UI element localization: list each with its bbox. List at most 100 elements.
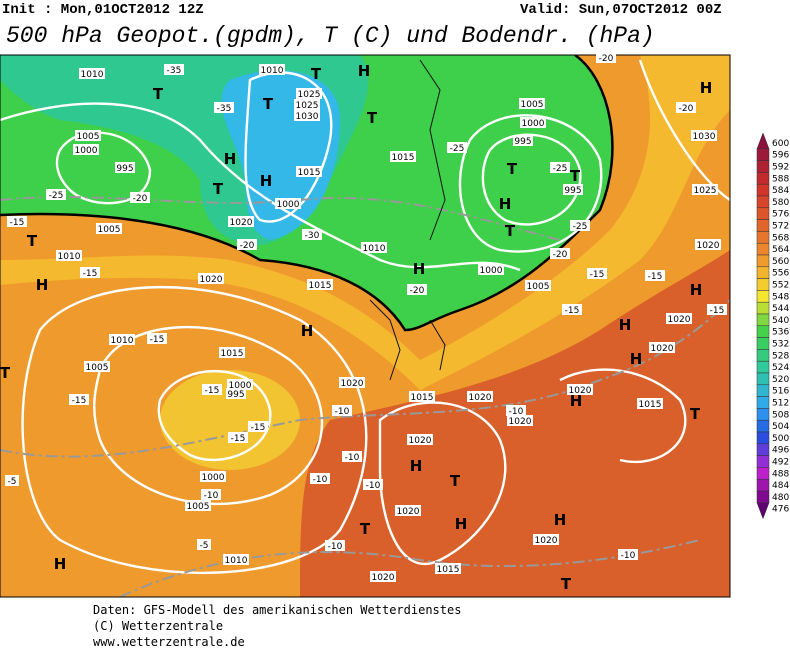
- legend-label: 572: [772, 222, 789, 232]
- contour-label: 1010: [111, 336, 134, 346]
- contour-label: -10: [313, 475, 328, 485]
- contour-label: 1025: [694, 186, 717, 196]
- label-box: [115, 162, 135, 173]
- legend-swatch: [756, 290, 770, 303]
- legend-label: 536: [772, 328, 789, 338]
- legend-label: 476: [772, 505, 789, 515]
- legend-label: 576: [772, 210, 789, 220]
- map-title: 500 hPa Geopot.(gpdm), T (C) und Bodendr…: [6, 23, 655, 49]
- legend-label: 596: [772, 151, 789, 161]
- footer-line: (C) Wetterzentrale: [93, 619, 223, 633]
- legend-label: 548: [772, 292, 789, 302]
- contour-label: 1000: [75, 146, 98, 156]
- contour-label: 1005: [77, 132, 100, 142]
- contour-label: -10: [345, 453, 360, 463]
- label-box: [56, 250, 82, 261]
- contour-label: 1000: [522, 119, 545, 129]
- label-box: [5, 475, 19, 486]
- label-box: [275, 198, 301, 209]
- pressure-center: H: [410, 457, 423, 475]
- pressure-center: T: [263, 95, 274, 113]
- contour-label: 1000: [202, 473, 225, 483]
- label-box: [692, 184, 718, 195]
- contour-label: -35: [217, 104, 232, 114]
- label-box: [563, 184, 583, 195]
- pressure-center: T: [213, 180, 224, 198]
- valid-time: Valid: Sun,07OCT2012 00Z: [520, 2, 722, 18]
- pressure-center: H: [36, 276, 49, 294]
- legend-swatch: [756, 478, 770, 492]
- label-box: [228, 216, 254, 227]
- label-box: [361, 242, 387, 253]
- contour-label: 1020: [397, 507, 420, 517]
- isobar: [638, 59, 730, 201]
- pressure-center: H: [54, 555, 67, 573]
- legend-swatch: [756, 490, 770, 504]
- pressure-center: H: [619, 316, 632, 334]
- contour-label: 1005: [98, 225, 121, 235]
- label-box: [407, 434, 433, 445]
- label-box: [325, 540, 345, 551]
- contour-label: -20: [599, 54, 614, 64]
- label-box: [310, 473, 330, 484]
- pressure-center: T: [507, 160, 518, 178]
- legend-label: 556: [772, 269, 789, 279]
- contour-label: 995: [564, 186, 581, 196]
- contour-label: 1010: [363, 244, 386, 254]
- legend-label: 564: [772, 245, 789, 255]
- label-box: [296, 88, 322, 99]
- label-box: [197, 539, 211, 550]
- label-box: [695, 239, 721, 250]
- pressure-center: T: [27, 232, 38, 250]
- contour-label: -10: [328, 542, 343, 552]
- contour-label: 1005: [86, 363, 109, 373]
- label-box: [435, 563, 461, 574]
- legend-label: 516: [772, 387, 789, 397]
- label-box: [79, 68, 105, 79]
- label-box: [676, 102, 696, 113]
- legend-label: 520: [772, 375, 789, 385]
- pressure-center: H: [554, 511, 567, 529]
- contour-label: -20: [679, 104, 694, 114]
- pressure-center: T: [311, 65, 322, 83]
- contour-label: -15: [251, 423, 266, 433]
- legend-swatch: [756, 325, 770, 338]
- legend-swatch: [756, 254, 770, 268]
- legend-label: 540: [772, 316, 789, 326]
- label-box: [69, 394, 89, 405]
- label-box: [339, 377, 365, 388]
- label-box: [533, 534, 559, 545]
- legend-swatch: [756, 349, 770, 362]
- legend-swatch: [756, 231, 770, 244]
- legend-label: 508: [772, 410, 789, 420]
- pressure-center: T: [561, 575, 572, 593]
- isobar: [0, 102, 521, 272]
- pressure-center: T: [690, 405, 701, 423]
- contour-label: -25: [573, 222, 588, 232]
- contour-label: -25: [450, 144, 465, 154]
- boundary-line: [0, 55, 614, 332]
- contour-label: 1010: [58, 252, 81, 262]
- label-box: [294, 110, 320, 121]
- label-box: [506, 405, 526, 416]
- contour-label: 1015: [298, 168, 321, 178]
- label-box: [550, 248, 570, 259]
- contour-label: -30: [305, 231, 320, 241]
- label-box: [147, 333, 167, 344]
- color-legend: 6005965925885845805765725685645605565525…: [756, 132, 789, 520]
- contour-label: 995: [227, 390, 244, 400]
- legend-swatch: [756, 419, 770, 433]
- legend-label: 584: [772, 186, 789, 196]
- label-box: [407, 284, 427, 295]
- label-box: [75, 130, 101, 141]
- isobar: [93, 325, 324, 506]
- coastline: [369, 59, 446, 381]
- contour-label: 1020: [569, 386, 592, 396]
- label-box: [227, 379, 253, 390]
- label-box: [342, 451, 362, 462]
- contour-label: -10: [621, 551, 636, 561]
- legend-swatch: [756, 172, 770, 185]
- legend-label: 532: [772, 340, 789, 350]
- pressure-center: T: [570, 167, 581, 185]
